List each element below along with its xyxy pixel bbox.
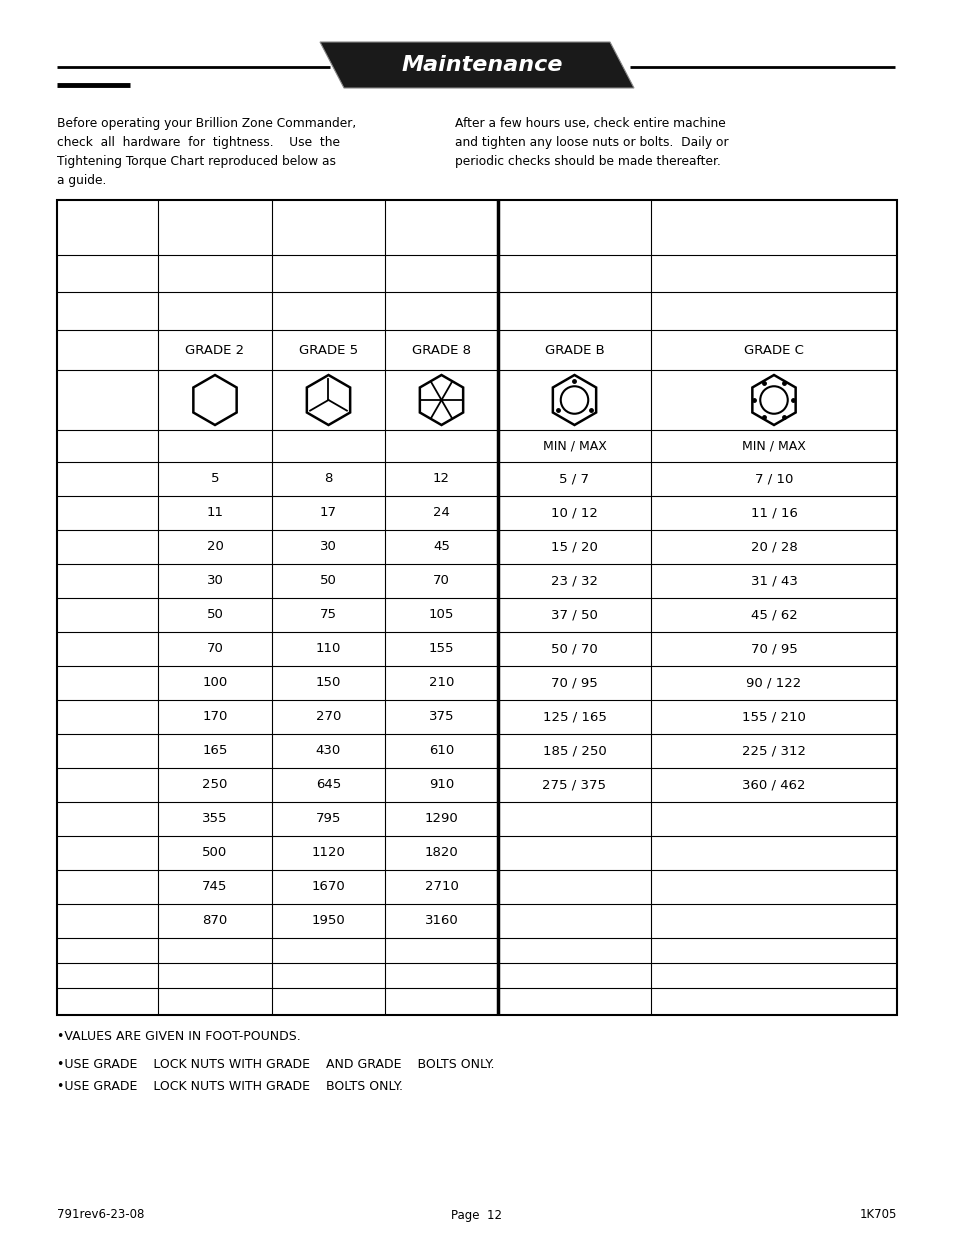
Text: Maintenance: Maintenance <box>401 56 562 75</box>
Text: 30: 30 <box>207 574 223 588</box>
Text: 31 / 43: 31 / 43 <box>750 574 797 588</box>
Text: 75: 75 <box>319 609 336 621</box>
Text: MIN / MAX: MIN / MAX <box>542 440 606 452</box>
Text: 1820: 1820 <box>424 846 457 860</box>
Text: 11 / 16: 11 / 16 <box>750 506 797 520</box>
Text: 10 / 12: 10 / 12 <box>551 506 598 520</box>
Text: GRADE 2: GRADE 2 <box>185 343 244 357</box>
Text: 125 / 165: 125 / 165 <box>542 710 606 724</box>
Text: 50: 50 <box>319 574 336 588</box>
Text: 430: 430 <box>315 745 341 757</box>
Text: 70 / 95: 70 / 95 <box>750 642 797 656</box>
Circle shape <box>560 387 588 414</box>
Text: and tighten any loose nuts or bolts.  Daily or: and tighten any loose nuts or bolts. Dai… <box>455 136 728 149</box>
Text: 250: 250 <box>202 778 228 792</box>
Text: 8: 8 <box>324 473 333 485</box>
Text: 375: 375 <box>428 710 454 724</box>
Text: 360 / 462: 360 / 462 <box>741 778 805 792</box>
Text: 37 / 50: 37 / 50 <box>551 609 598 621</box>
Text: 150: 150 <box>315 677 341 689</box>
Text: periodic checks should be made thereafter.: periodic checks should be made thereafte… <box>455 156 720 168</box>
Text: 170: 170 <box>202 710 228 724</box>
Text: 17: 17 <box>319 506 336 520</box>
Text: 20: 20 <box>207 541 223 553</box>
Text: 155: 155 <box>428 642 454 656</box>
Text: 11: 11 <box>206 506 223 520</box>
Text: 100: 100 <box>202 677 228 689</box>
Text: 5: 5 <box>211 473 219 485</box>
Text: 645: 645 <box>315 778 341 792</box>
Text: •USE GRADE    LOCK NUTS WITH GRADE    BOLTS ONLY.: •USE GRADE LOCK NUTS WITH GRADE BOLTS ON… <box>57 1079 402 1093</box>
Polygon shape <box>307 375 350 425</box>
Text: Tightening Torque Chart reproduced below as: Tightening Torque Chart reproduced below… <box>57 156 335 168</box>
Text: MIN / MAX: MIN / MAX <box>741 440 805 452</box>
Text: 24: 24 <box>433 506 450 520</box>
Text: 23 / 32: 23 / 32 <box>551 574 598 588</box>
Text: 910: 910 <box>429 778 454 792</box>
Text: 185 / 250: 185 / 250 <box>542 745 606 757</box>
Text: •VALUES ARE GIVEN IN FOOT-POUNDS.: •VALUES ARE GIVEN IN FOOT-POUNDS. <box>57 1030 300 1044</box>
Text: 30: 30 <box>319 541 336 553</box>
Text: 270: 270 <box>315 710 341 724</box>
Text: After a few hours use, check entire machine: After a few hours use, check entire mach… <box>455 117 725 130</box>
Text: Page  12: Page 12 <box>451 1209 502 1221</box>
Text: a guide.: a guide. <box>57 174 107 186</box>
Text: 50: 50 <box>207 609 223 621</box>
Text: 110: 110 <box>315 642 341 656</box>
Text: 90 / 122: 90 / 122 <box>745 677 801 689</box>
Text: 791rev6-23-08: 791rev6-23-08 <box>57 1209 144 1221</box>
Text: 610: 610 <box>429 745 454 757</box>
Text: 1670: 1670 <box>312 881 345 893</box>
Text: 12: 12 <box>433 473 450 485</box>
Text: 70 / 95: 70 / 95 <box>551 677 598 689</box>
Polygon shape <box>553 375 596 425</box>
Polygon shape <box>193 375 236 425</box>
Text: 500: 500 <box>202 846 228 860</box>
Text: GRADE 5: GRADE 5 <box>298 343 357 357</box>
Text: 795: 795 <box>315 813 341 825</box>
Text: 7 / 10: 7 / 10 <box>754 473 792 485</box>
Text: GRADE B: GRADE B <box>544 343 604 357</box>
Text: 50 / 70: 50 / 70 <box>551 642 598 656</box>
Text: 2710: 2710 <box>424 881 458 893</box>
Text: 1K705: 1K705 <box>859 1209 896 1221</box>
Text: 355: 355 <box>202 813 228 825</box>
Text: 70: 70 <box>207 642 223 656</box>
Text: Before operating your Brillion Zone Commander,: Before operating your Brillion Zone Comm… <box>57 117 355 130</box>
Bar <box>57 200 896 1015</box>
Text: GRADE C: GRADE C <box>743 343 803 357</box>
Text: 1120: 1120 <box>312 846 345 860</box>
Text: 1950: 1950 <box>312 914 345 927</box>
Text: GRADE 8: GRADE 8 <box>412 343 471 357</box>
Polygon shape <box>319 42 634 88</box>
Polygon shape <box>419 375 462 425</box>
Text: 15 / 20: 15 / 20 <box>551 541 598 553</box>
Text: 70: 70 <box>433 574 450 588</box>
Text: 210: 210 <box>428 677 454 689</box>
Text: 870: 870 <box>202 914 228 927</box>
Text: 45 / 62: 45 / 62 <box>750 609 797 621</box>
Text: 3160: 3160 <box>424 914 457 927</box>
Text: 45: 45 <box>433 541 450 553</box>
Text: 105: 105 <box>428 609 454 621</box>
Text: 165: 165 <box>202 745 228 757</box>
Polygon shape <box>752 375 795 425</box>
Text: 155 / 210: 155 / 210 <box>741 710 805 724</box>
Text: 1290: 1290 <box>424 813 457 825</box>
Text: 225 / 312: 225 / 312 <box>741 745 805 757</box>
Text: 745: 745 <box>202 881 228 893</box>
Circle shape <box>760 387 787 414</box>
Text: check  all  hardware  for  tightness.    Use  the: check all hardware for tightness. Use th… <box>57 136 339 149</box>
Text: 5 / 7: 5 / 7 <box>558 473 589 485</box>
Text: 275 / 375: 275 / 375 <box>542 778 606 792</box>
Text: 20 / 28: 20 / 28 <box>750 541 797 553</box>
Text: •USE GRADE    LOCK NUTS WITH GRADE    AND GRADE    BOLTS ONLY.: •USE GRADE LOCK NUTS WITH GRADE AND GRAD… <box>57 1058 494 1071</box>
